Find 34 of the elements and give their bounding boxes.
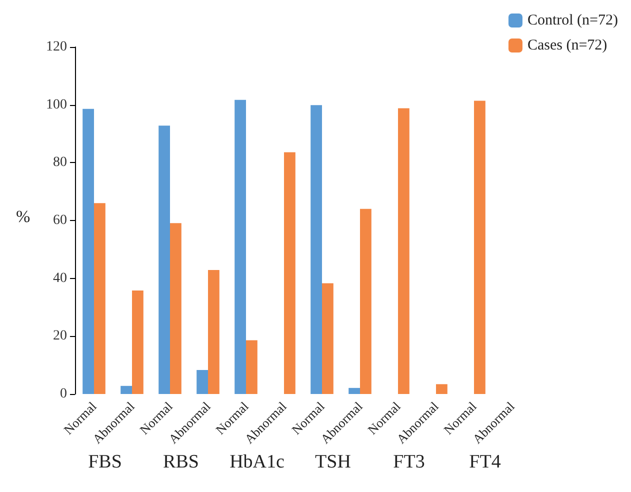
bar: [284, 152, 296, 394]
text: FBS: [88, 452, 122, 472]
text: FT4: [469, 452, 502, 472]
y-axis-title: %: [16, 207, 30, 226]
bar: [94, 203, 106, 394]
text: FT3: [393, 452, 425, 472]
bar: [234, 100, 246, 394]
bar: [322, 283, 334, 394]
legend-label: Control (n=72): [527, 12, 618, 28]
bar: [170, 223, 182, 394]
bar: [158, 126, 170, 394]
y-tick-label: 40: [53, 270, 67, 286]
text: RBS: [163, 452, 199, 472]
bar: [208, 270, 220, 394]
y-tick-label: 60: [53, 213, 67, 228]
bar: [360, 208, 372, 394]
y-tick-label: 80: [53, 155, 67, 170]
text: HbA1c: [230, 452, 284, 472]
y-tick-label: 100: [46, 97, 67, 112]
y-tick-label: 20: [53, 328, 67, 344]
bar: [82, 108, 94, 394]
bar: [436, 384, 448, 394]
bar: [398, 108, 410, 394]
y-tick-label: 120: [46, 40, 67, 54]
legend-label: Cases (n=72): [527, 38, 608, 54]
bar: [196, 370, 208, 394]
bar: [246, 340, 258, 394]
y-tick-label: 0: [60, 386, 67, 402]
bar: [120, 386, 132, 394]
bar: [474, 100, 486, 394]
bar: [310, 105, 322, 394]
bar: [348, 388, 360, 394]
text: TSH: [315, 452, 352, 472]
bar: [132, 290, 144, 394]
